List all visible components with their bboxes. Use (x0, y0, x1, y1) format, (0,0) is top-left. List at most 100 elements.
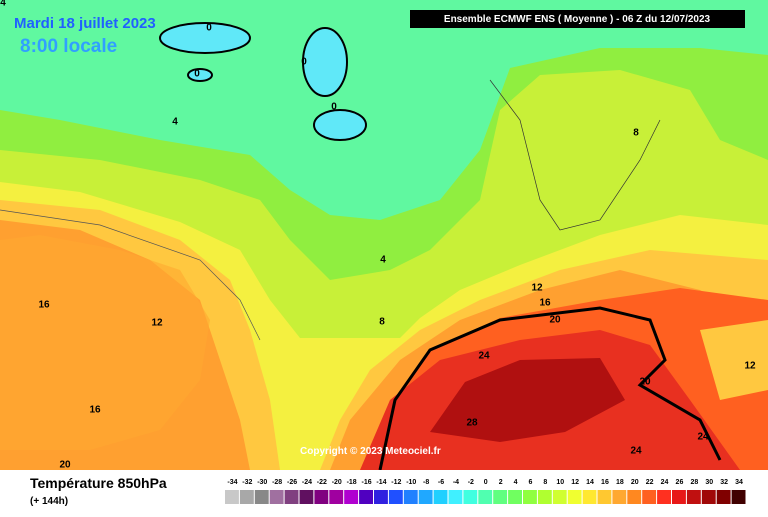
contour-label: 0 (206, 23, 212, 34)
map: Ensemble ECMWF ENS ( Moyenne ) - 06 Z du… (0, 0, 768, 471)
zone-below-0 (313, 109, 367, 141)
legend-swatch (329, 490, 344, 504)
legend-swatch (254, 490, 269, 504)
legend-label: -10 (406, 479, 416, 486)
legend-label: 2 (499, 479, 503, 486)
legend-label: -26 (287, 479, 297, 486)
legend-label: -22 (317, 479, 327, 486)
legend-label: 14 (586, 479, 594, 486)
contour-label: 4 (172, 117, 178, 128)
copyright: Copyright © 2023 Meteociel.fr (300, 446, 441, 457)
zone-12-right (700, 320, 768, 400)
model-info: Ensemble ECMWF ENS ( Moyenne ) - 06 Z du… (444, 14, 711, 25)
zone-below-0 (302, 27, 348, 97)
legend-label: -12 (391, 479, 401, 486)
legend-label: -20 (332, 479, 342, 486)
legend-label: -18 (347, 479, 357, 486)
contour-labels: 4 0 0 0 0 4 8 4 8 12 16 12 16 20 24 12 20 16 28 24 24 20 (0, 0, 756, 471)
contour-label: 8 (633, 128, 639, 139)
contour-label: 12 (151, 318, 163, 329)
legend-swatch (448, 490, 463, 504)
legend-label: 20 (631, 479, 639, 486)
legend-swatch (359, 490, 373, 504)
legend-swatch (239, 490, 254, 504)
legend-swatch (344, 490, 359, 504)
legend-swatch (523, 490, 537, 504)
legend-swatch (552, 490, 567, 504)
legend-label: -24 (302, 479, 312, 486)
contour-label: 16 (539, 298, 551, 309)
legend-swatch (299, 490, 314, 504)
contour-20 (378, 306, 722, 471)
legend-label: -28 (272, 479, 282, 486)
legend-swatch (493, 490, 508, 504)
legend-swatch (612, 490, 627, 504)
zone-28 (430, 358, 625, 442)
legend-label: 12 (571, 479, 579, 486)
contour-label: 24 (478, 351, 490, 362)
legend-swatch (627, 490, 642, 504)
legend-swatch (657, 490, 671, 504)
footer-title: Température 850hPa (30, 475, 167, 491)
coastline (0, 209, 261, 341)
contour-label: 20 (639, 377, 651, 388)
contour-label: 24 (697, 432, 709, 443)
legend-label: 32 (720, 479, 728, 486)
legend-label: 18 (616, 479, 624, 486)
contour-label: 12 (531, 283, 543, 294)
legend-label: 16 (601, 479, 609, 486)
legend-label: -2 (468, 479, 474, 486)
date: Mardi 18 juillet 2023 (14, 15, 156, 32)
legend-label: -32 (242, 479, 252, 486)
contour-label: 24 (630, 446, 642, 457)
contour-label: 20 (59, 460, 71, 471)
zone-16-left (0, 235, 210, 450)
contour-label: 0 (331, 102, 337, 113)
legend: -34 -32 -30 -28 -26 -24 -22 -20 -18 -16 -14 -12 -10-… (225, 479, 746, 504)
contour-label: 4 (0, 0, 6, 9)
legend-swatch (314, 490, 329, 504)
legend-swatch (686, 490, 701, 504)
contour-label: 0 (301, 57, 307, 68)
contour-label: 16 (89, 405, 101, 416)
legend-swatch (225, 490, 239, 504)
legend-label: 26 (676, 479, 684, 486)
legend-swatch (701, 490, 716, 504)
legend-swatch (716, 490, 731, 504)
legend-label: 24 (661, 479, 669, 486)
legend-label: -4 (453, 479, 459, 486)
contour-label: 4 (380, 255, 386, 266)
legend-label: 30 (705, 479, 713, 486)
legend-label: 22 (646, 479, 654, 486)
legend-swatch (463, 490, 478, 504)
legend-label: -30 (257, 479, 267, 486)
legend-label: 34 (735, 479, 743, 486)
legend-swatch (508, 490, 522, 504)
legend-swatch (597, 490, 612, 504)
legend-swatch (537, 490, 552, 504)
legend-label: 10 (556, 479, 564, 486)
legend-label: 28 (690, 479, 698, 486)
contour-label: 16 (38, 300, 50, 311)
legend-swatch (403, 490, 418, 504)
legend-swatch (642, 490, 657, 504)
legend-label: 4 (514, 479, 518, 486)
legend-swatch (269, 490, 284, 504)
time: 8:00 locale (20, 36, 117, 57)
legend-label: -8 (423, 479, 429, 486)
legend-label: 8 (543, 479, 547, 486)
legend-swatch (478, 490, 493, 504)
zone-0-4 (0, 0, 768, 220)
footer-subtitle: (+ 144h) (30, 496, 68, 507)
legend-swatch (284, 490, 299, 504)
header-box (410, 10, 745, 28)
legend-label: -6 (438, 479, 444, 486)
legend-swatch (388, 490, 403, 504)
contour-label: 8 (379, 317, 385, 328)
coastline (489, 79, 661, 231)
legend-swatch (567, 490, 582, 504)
legend-label: -16 (361, 479, 371, 486)
contour-label: 20 (549, 315, 561, 326)
legend-swatch (582, 490, 597, 504)
